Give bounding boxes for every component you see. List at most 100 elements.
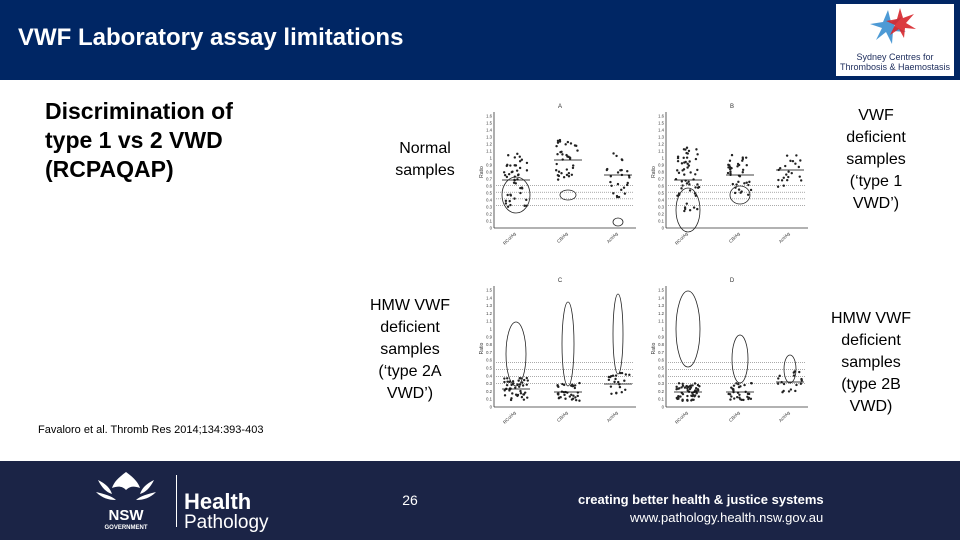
data-point xyxy=(518,155,521,158)
data-point xyxy=(509,193,512,196)
y-tick-label: 1.4 xyxy=(658,295,664,300)
data-point xyxy=(626,181,629,185)
data-point xyxy=(799,382,803,385)
data-point xyxy=(515,169,519,172)
y-tick-label: 0.3 xyxy=(486,381,492,386)
data-point xyxy=(507,172,511,176)
data-point xyxy=(570,393,573,396)
data-point xyxy=(616,182,620,186)
data-point xyxy=(683,173,686,176)
data-point xyxy=(675,385,678,389)
data-point xyxy=(681,384,685,388)
data-point xyxy=(750,382,753,385)
label-line: Normal xyxy=(399,140,451,157)
data-point xyxy=(555,162,558,166)
data-point xyxy=(562,383,566,387)
x-category-label: RCo/Ag xyxy=(502,231,517,246)
url-text: www.pathology.health.nsw.gov.au xyxy=(630,510,824,525)
data-point xyxy=(623,379,626,382)
y-axis-label: Ratio xyxy=(479,342,485,354)
highlight-ellipse xyxy=(559,189,577,201)
data-point xyxy=(564,143,567,146)
data-point xyxy=(510,397,513,400)
data-point xyxy=(789,388,793,391)
y-axis-label: Ratio xyxy=(651,342,657,354)
y-tick-label: 1.2 xyxy=(658,142,664,147)
data-point xyxy=(564,397,567,400)
data-point xyxy=(685,156,689,159)
data-point xyxy=(681,184,684,187)
slide-title: VWF Laboratory assay limitations xyxy=(18,24,404,51)
data-point xyxy=(568,395,572,398)
label-line: VWD) xyxy=(849,398,893,415)
data-point xyxy=(571,166,575,170)
y-tick-label: 0.6 xyxy=(658,184,664,189)
data-point xyxy=(696,183,699,186)
label-line: VWD’) xyxy=(852,195,900,212)
data-point xyxy=(526,379,529,382)
data-point xyxy=(799,179,803,182)
data-point xyxy=(502,171,506,174)
data-point xyxy=(620,391,623,394)
data-point xyxy=(795,154,798,157)
data-point xyxy=(506,205,510,208)
y-tick-label: 0.9 xyxy=(486,163,492,168)
data-point xyxy=(732,384,736,387)
data-point xyxy=(686,399,689,402)
data-point xyxy=(555,144,558,148)
y-tick-label: 0.4 xyxy=(658,373,664,378)
y-tick-label: 1.4 xyxy=(486,128,492,133)
y-tick-label: 0.6 xyxy=(486,184,492,189)
data-point xyxy=(741,156,744,159)
data-point xyxy=(782,389,785,393)
data-point xyxy=(555,169,558,172)
slide-header xyxy=(0,0,960,80)
data-point xyxy=(737,385,741,389)
data-point xyxy=(679,395,682,398)
y-tick-label: 0.1 xyxy=(658,219,664,224)
data-point xyxy=(626,170,629,173)
data-point xyxy=(562,176,566,179)
label-type2a: HMW VWF deficient samples (‘type 2A VWD’… xyxy=(355,295,465,405)
data-point xyxy=(506,377,509,380)
data-point xyxy=(572,394,575,397)
data-point xyxy=(509,164,512,167)
data-point xyxy=(689,384,693,387)
data-point xyxy=(509,203,512,207)
data-point xyxy=(561,153,564,156)
data-point xyxy=(520,186,524,189)
y-tick-label: 0.9 xyxy=(486,334,492,339)
data-point xyxy=(726,171,730,175)
data-point xyxy=(568,157,572,160)
data-point xyxy=(610,184,613,187)
scatter-panel-d: D Ratio 1.5 1.4 1.3 1.2 1.1 1 0.9 0.8 0.7 0.6 0.5 0.4… xyxy=(651,278,808,425)
data-point xyxy=(618,385,622,389)
y-tick-label: 1.4 xyxy=(486,295,492,300)
data-point xyxy=(615,154,618,158)
data-point xyxy=(573,144,577,147)
scatter-panel-b: B Ratio 1.6 1.5 1.4 1.3 1.2 1.1 1 0.9 0.8 0.7 0.6 0.5… xyxy=(651,104,808,246)
y-tick-label: 0.2 xyxy=(658,389,664,394)
data-point xyxy=(696,207,699,211)
data-point xyxy=(689,171,692,174)
data-point xyxy=(518,166,522,170)
data-point xyxy=(565,173,569,177)
y-tick-label: 1 xyxy=(662,156,665,161)
y-tick-label: 0.7 xyxy=(486,350,492,355)
data-point xyxy=(523,204,526,207)
data-point xyxy=(791,159,795,163)
data-point xyxy=(628,176,631,179)
data-point xyxy=(570,398,574,401)
data-point xyxy=(686,394,689,398)
x-category-label: CB/Ag xyxy=(556,410,569,423)
data-point xyxy=(740,398,743,402)
data-point xyxy=(621,158,624,162)
data-point xyxy=(610,392,613,395)
y-tick-label: 0.2 xyxy=(658,212,664,217)
label-line: samples xyxy=(841,354,901,371)
data-point xyxy=(567,172,571,175)
data-point xyxy=(608,375,612,379)
data-point xyxy=(676,169,679,172)
data-point xyxy=(561,382,564,386)
y-tick-label: 1.6 xyxy=(658,114,664,119)
